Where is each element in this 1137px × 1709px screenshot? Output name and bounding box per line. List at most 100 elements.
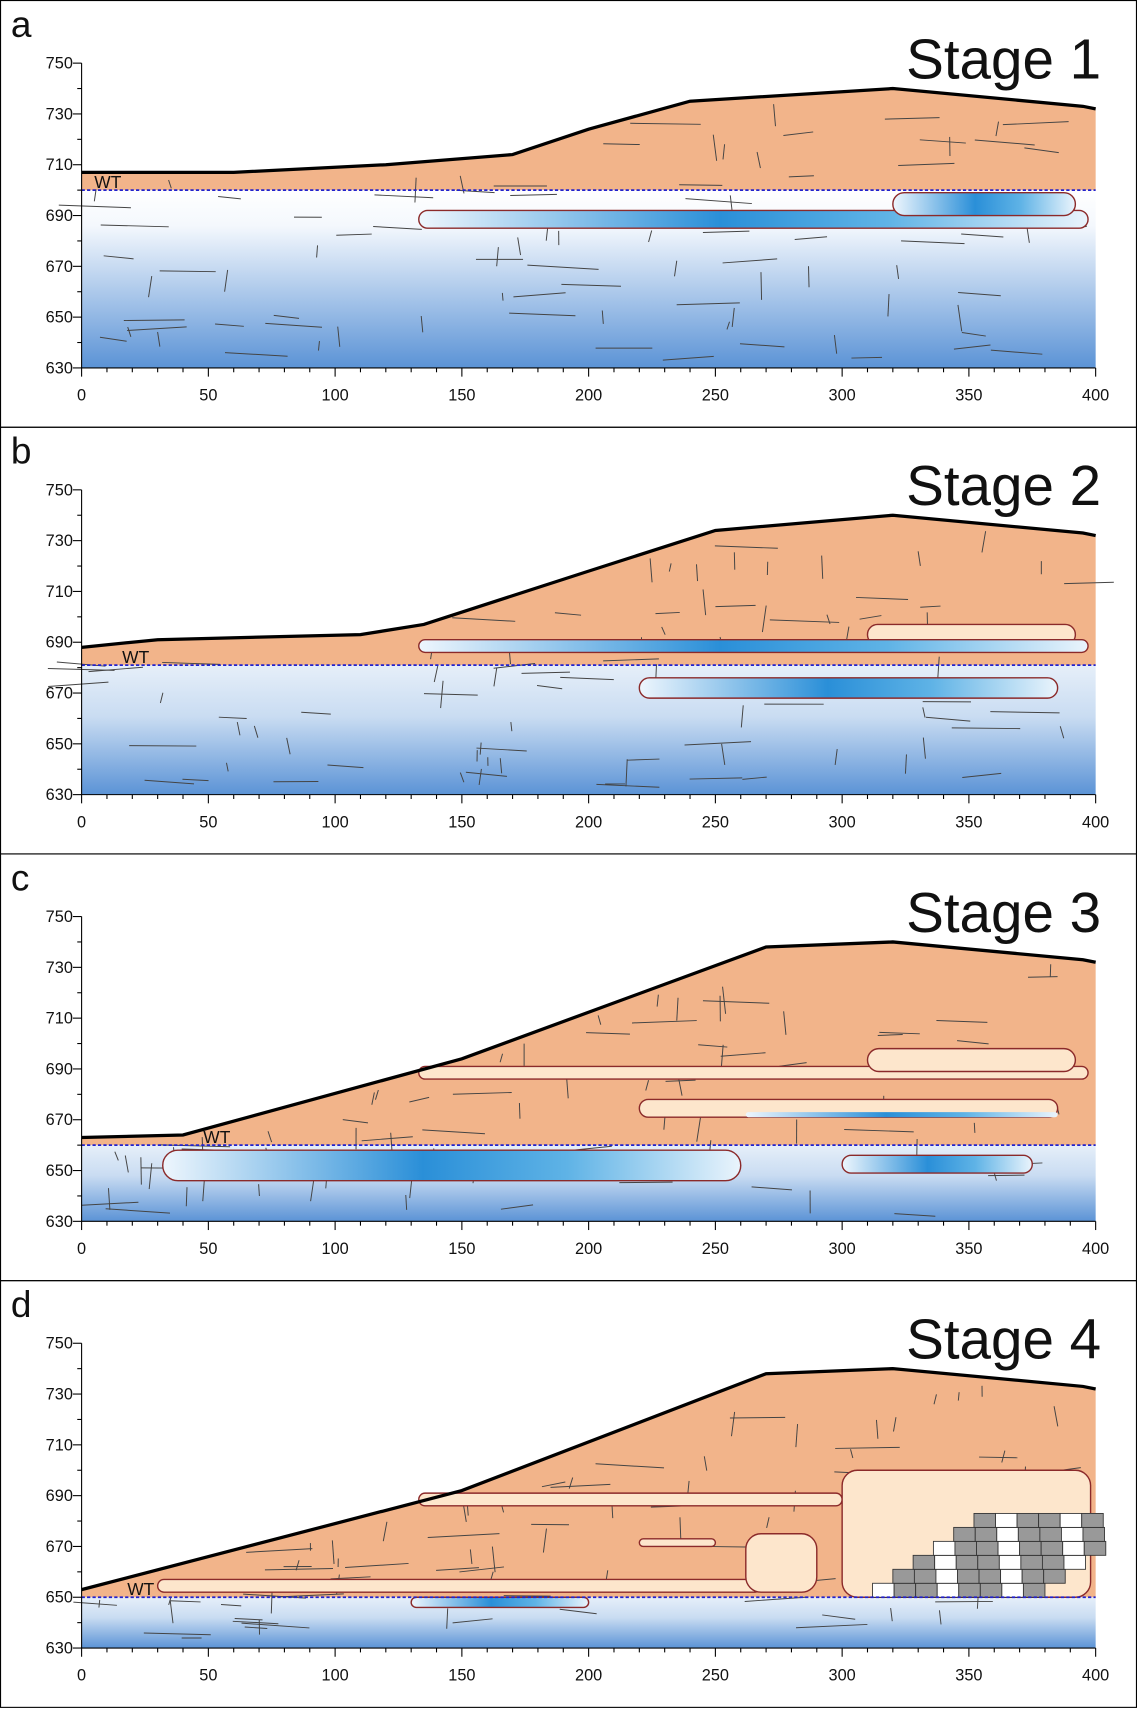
fracture: [224, 269, 229, 292]
fracture: [919, 139, 966, 144]
x-tick-label: 350: [955, 1667, 982, 1685]
fracture: [159, 270, 216, 273]
fracture: [938, 1610, 942, 1625]
fracture: [730, 1411, 736, 1437]
fracture: [73, 1601, 117, 1606]
x-tick-label: 0: [77, 387, 86, 405]
x-tick-label: 400: [1082, 387, 1109, 405]
fracture: [773, 104, 776, 127]
x-tick-label: 350: [955, 387, 982, 405]
fracture: [58, 204, 131, 209]
fracture: [668, 563, 672, 572]
fracture: [157, 331, 161, 347]
fracture: [220, 1604, 242, 1607]
fracture: [655, 611, 680, 615]
fracture: [676, 302, 740, 306]
breakdown-block: [955, 1554, 979, 1570]
ground-surface: [81, 513, 1096, 649]
fracture: [794, 236, 828, 240]
fracture: [990, 349, 1043, 355]
fracture: [631, 1020, 697, 1024]
fracture: [433, 664, 439, 683]
fracture: [990, 711, 1060, 714]
fracture: [844, 1128, 914, 1133]
fracture: [721, 743, 726, 766]
x-tick-label: 300: [829, 387, 856, 405]
y-tick-label: 650: [46, 309, 73, 327]
passage: [156, 1578, 762, 1593]
fracture: [100, 224, 169, 228]
fracture: [742, 776, 767, 780]
fracture: [979, 1456, 1018, 1459]
fracture: [244, 1626, 268, 1630]
fracture: [264, 1568, 334, 1571]
panel: WT 630 650 670 690 710 730 750 0 50 100 150 200 250 30…: [0, 0, 1137, 428]
fracture: [962, 772, 1002, 779]
passage: [418, 1492, 843, 1507]
x-tick-label: 100: [322, 813, 349, 831]
fracture: [459, 772, 465, 783]
panel: WT 630 650 670 690 710 730 750 0 50 100 150 200 250 30…: [0, 426, 1137, 855]
fracture: [1024, 147, 1059, 154]
x-tick-label: 300: [829, 1667, 856, 1685]
fracture: [317, 341, 320, 351]
fracture: [270, 1588, 273, 1614]
breakdown-block: [1082, 1526, 1105, 1542]
fracture: [958, 292, 1001, 297]
water-table-label: WT: [94, 172, 121, 192]
fracture: [821, 555, 824, 579]
x-tick-label: 100: [322, 1667, 349, 1685]
x-tick-label: 350: [955, 813, 982, 831]
fracture: [513, 292, 566, 298]
y-tick-label: 630: [46, 1213, 73, 1231]
breakdown-block: [1016, 1512, 1040, 1528]
fracture: [685, 198, 752, 205]
fracture: [436, 1567, 479, 1571]
fracture: [702, 589, 707, 616]
x-tick-label: 150: [448, 1240, 475, 1258]
breakdown-block: [958, 1582, 981, 1598]
fracture: [258, 1184, 260, 1197]
ground-surface: [81, 86, 1096, 174]
fracture: [375, 1089, 379, 1100]
fracture: [541, 1481, 566, 1488]
fracture: [696, 1117, 701, 1142]
y-tick-label: 630: [46, 1639, 73, 1657]
fracture: [48, 681, 109, 687]
fracture: [676, 997, 679, 1021]
breakdown-block: [998, 1554, 1022, 1570]
breakdown-block: [915, 1582, 938, 1598]
breakdown-block: [954, 1540, 977, 1556]
fracture: [517, 237, 522, 256]
fracture: [236, 721, 241, 736]
fracture: [246, 1548, 313, 1553]
fracture: [879, 1031, 920, 1035]
breakdown-block: [1063, 1554, 1086, 1570]
fracture: [423, 693, 478, 696]
y-tick-label: 670: [46, 1111, 73, 1129]
fracture: [898, 162, 955, 167]
fracture: [159, 692, 164, 704]
y-tick-label: 730: [46, 105, 73, 123]
fracture: [500, 1204, 534, 1210]
fracture: [894, 1213, 936, 1217]
fracture: [182, 778, 209, 782]
fracture: [740, 705, 744, 728]
y-tick-label: 690: [46, 1060, 73, 1078]
x-tick-label: 300: [829, 1240, 856, 1258]
breakdown-block: [1059, 1512, 1083, 1528]
fracture: [722, 144, 726, 160]
fracture: [833, 335, 838, 354]
fracture: [712, 134, 718, 161]
fracture: [185, 1187, 188, 1207]
fracture: [595, 1463, 665, 1469]
fracture: [597, 1015, 602, 1025]
y-tick-label: 710: [46, 1436, 73, 1454]
fracture: [127, 326, 187, 331]
y-tick-label: 710: [46, 1010, 73, 1028]
passage: [410, 1596, 590, 1609]
passage: [162, 1149, 742, 1182]
fracture: [698, 1044, 728, 1048]
fracture: [1001, 1450, 1006, 1463]
